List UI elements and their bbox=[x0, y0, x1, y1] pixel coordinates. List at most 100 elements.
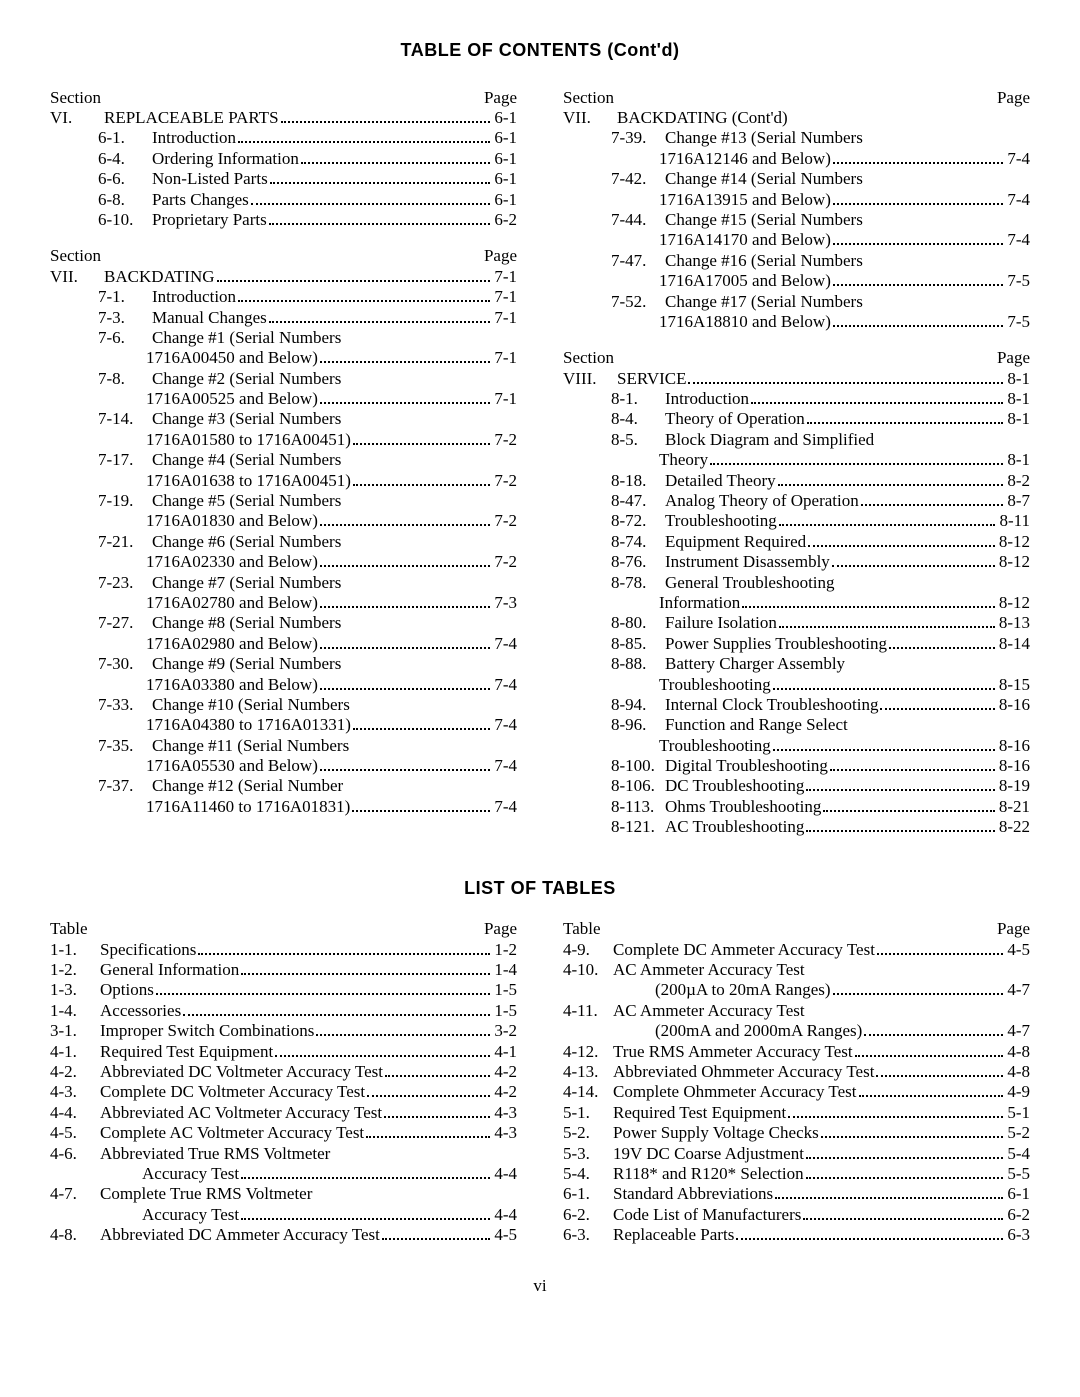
leader-dots bbox=[382, 1229, 490, 1240]
entry-number: 7-42. bbox=[611, 169, 665, 189]
lot-entry: 5-3. 19V DC Coarse Adjustment 5-4 bbox=[563, 1144, 1030, 1164]
entry-page: 7-4 bbox=[492, 675, 517, 695]
entry-number: 4-8. bbox=[50, 1225, 100, 1245]
entry-number: 8-100. bbox=[611, 756, 665, 776]
entry-title: Complete True RMS Voltmeter bbox=[100, 1184, 312, 1204]
entry-page: 4-2 bbox=[492, 1082, 517, 1102]
entry-page: 6-1 bbox=[492, 108, 517, 128]
toc-entry: 7-44. Change #15 (Serial Numbers bbox=[563, 210, 1030, 230]
entry-number: 1-2. bbox=[50, 960, 100, 980]
entry-page: 7-3 bbox=[492, 593, 517, 613]
toc-entry: 7-35. Change #11 (Serial Numbers bbox=[50, 736, 517, 756]
entry-title-cont: 1716A04380 to 1716A01331) bbox=[146, 715, 351, 735]
entry-number: 7-1. bbox=[98, 287, 152, 307]
entry-title: Improper Switch Combinations bbox=[100, 1021, 314, 1041]
column-header: Section Page bbox=[563, 348, 1030, 368]
entry-page: 5-5 bbox=[1005, 1164, 1030, 1184]
entry-number: 4-1. bbox=[50, 1042, 100, 1062]
leader-dots bbox=[833, 984, 1004, 995]
toc-entry-continuation: 1716A05530 and Below) 7-4 bbox=[50, 756, 517, 776]
entry-title: Troubleshooting bbox=[665, 511, 777, 531]
toc-entry: 7-8. Change #2 (Serial Numbers bbox=[50, 369, 517, 389]
entry-title-cont: Accuracy Test bbox=[142, 1164, 239, 1184]
entry-title: Change #4 (Serial Numbers bbox=[152, 450, 341, 470]
toc-entry-continuation: Troubleshooting 8-16 bbox=[563, 736, 1030, 756]
toc-right-column: Section Page VII. BACKDATING (Cont'd) 7-… bbox=[563, 86, 1030, 838]
toc-entry-continuation: Information 8-12 bbox=[563, 593, 1030, 613]
entry-number: 7-47. bbox=[611, 251, 665, 271]
entry-title: Proprietary Parts bbox=[152, 210, 267, 230]
leader-dots bbox=[751, 393, 1003, 404]
entry-title-cont: 1716A01580 to 1716A00451) bbox=[146, 430, 351, 450]
leader-dots bbox=[832, 556, 995, 567]
toc-entry: 8-1. Introduction 8-1 bbox=[563, 389, 1030, 409]
toc-entry: 8-96. Function and Range Select bbox=[563, 715, 1030, 735]
entry-title-cont: (200µA to 20mA Ranges) bbox=[655, 980, 831, 1000]
leader-dots bbox=[241, 1208, 490, 1219]
entry-title: R118* and R120* Selection bbox=[613, 1164, 804, 1184]
leader-dots bbox=[773, 739, 995, 750]
lot-entry: 1-1. Specifications 1-2 bbox=[50, 940, 517, 960]
entry-page: 4-2 bbox=[492, 1062, 517, 1082]
lot-entry: 6-3. Replaceable Parts 6-3 bbox=[563, 1225, 1030, 1245]
toc-entry: 8-74. Equipment Required 8-12 bbox=[563, 532, 1030, 552]
entry-page: 8-12 bbox=[997, 593, 1030, 613]
toc-entry: 7-6. Change #1 (Serial Numbers bbox=[50, 328, 517, 348]
entry-page: 8-13 bbox=[997, 613, 1030, 633]
leader-dots bbox=[775, 1188, 1003, 1199]
leader-dots bbox=[877, 943, 1003, 954]
toc-entry-continuation: Theory 8-1 bbox=[563, 450, 1030, 470]
entry-title: Introduction bbox=[152, 287, 236, 307]
toc-entry-continuation: 1716A18810 and Below) 7-5 bbox=[563, 312, 1030, 332]
leader-dots bbox=[855, 1045, 1004, 1056]
lot-entry: 4-14. Complete Ohmmeter Accuracy Test 4-… bbox=[563, 1082, 1030, 1102]
entry-number: 8-4. bbox=[611, 409, 665, 429]
entry-title: AC Ammeter Accuracy Test bbox=[613, 1001, 805, 1021]
entry-title: General Information bbox=[100, 960, 239, 980]
leader-dots bbox=[320, 515, 490, 526]
leader-dots bbox=[301, 152, 491, 163]
entry-title: Parts Changes bbox=[152, 190, 249, 210]
toc-entry: 6-10. Proprietary Parts 6-2 bbox=[50, 210, 517, 230]
entry-number: 1-1. bbox=[50, 940, 100, 960]
leader-dots bbox=[833, 193, 1003, 204]
entry-title: True RMS Ammeter Accuracy Test bbox=[613, 1042, 853, 1062]
leader-dots bbox=[821, 1127, 1004, 1138]
entry-title-cont: 1716A13915 and Below) bbox=[659, 190, 831, 210]
gap bbox=[50, 230, 517, 244]
entry-page: 1-5 bbox=[492, 1001, 517, 1021]
entry-number: 7-33. bbox=[98, 695, 152, 715]
entry-title: Ordering Information bbox=[152, 149, 299, 169]
entry-number: 4-4. bbox=[50, 1103, 100, 1123]
column-header: Section Page bbox=[50, 88, 517, 108]
entry-title: Change #5 (Serial Numbers bbox=[152, 491, 341, 511]
lot-entry: 4-3. Complete DC Voltmeter Accuracy Test… bbox=[50, 1082, 517, 1102]
entry-page: 7-4 bbox=[492, 715, 517, 735]
entry-title: Power Supplies Troubleshooting bbox=[665, 634, 887, 654]
entry-title-cont: 1716A01830 and Below) bbox=[146, 511, 318, 531]
column-header: Section Page bbox=[50, 246, 517, 266]
entry-title-cont: 1716A14170 and Below) bbox=[659, 230, 831, 250]
leader-dots bbox=[320, 678, 490, 689]
entry-number: 7-6. bbox=[98, 328, 152, 348]
toc-entry-continuation: 1716A17005 and Below) 7-5 bbox=[563, 271, 1030, 291]
leader-dots bbox=[269, 311, 491, 322]
entry-title: Change #16 (Serial Numbers bbox=[665, 251, 863, 271]
leader-dots bbox=[876, 1066, 1003, 1077]
lot-entry: 4-1. Required Test Equipment 4-1 bbox=[50, 1042, 517, 1062]
entry-number: 8-1. bbox=[611, 389, 665, 409]
entry-page: 4-5 bbox=[492, 1225, 517, 1245]
leader-dots bbox=[807, 413, 1004, 424]
lot-entry: 4-13. Abbreviated Ohmmeter Accuracy Test… bbox=[563, 1062, 1030, 1082]
leader-dots bbox=[251, 193, 491, 204]
entry-title: Detailed Theory bbox=[665, 471, 776, 491]
entry-number: 4-7. bbox=[50, 1184, 100, 1204]
entry-title-cont: 1716A00525 and Below) bbox=[146, 389, 318, 409]
toc-entry: 8-88. Battery Charger Assembly bbox=[563, 654, 1030, 674]
entry-number: 8-106. bbox=[611, 776, 665, 796]
entry-page: 7-1 bbox=[492, 389, 517, 409]
entry-title: General Troubleshooting bbox=[665, 573, 835, 593]
entry-number: 7-14. bbox=[98, 409, 152, 429]
entry-number: 7-17. bbox=[98, 450, 152, 470]
entry-number: 6-1. bbox=[98, 128, 152, 148]
